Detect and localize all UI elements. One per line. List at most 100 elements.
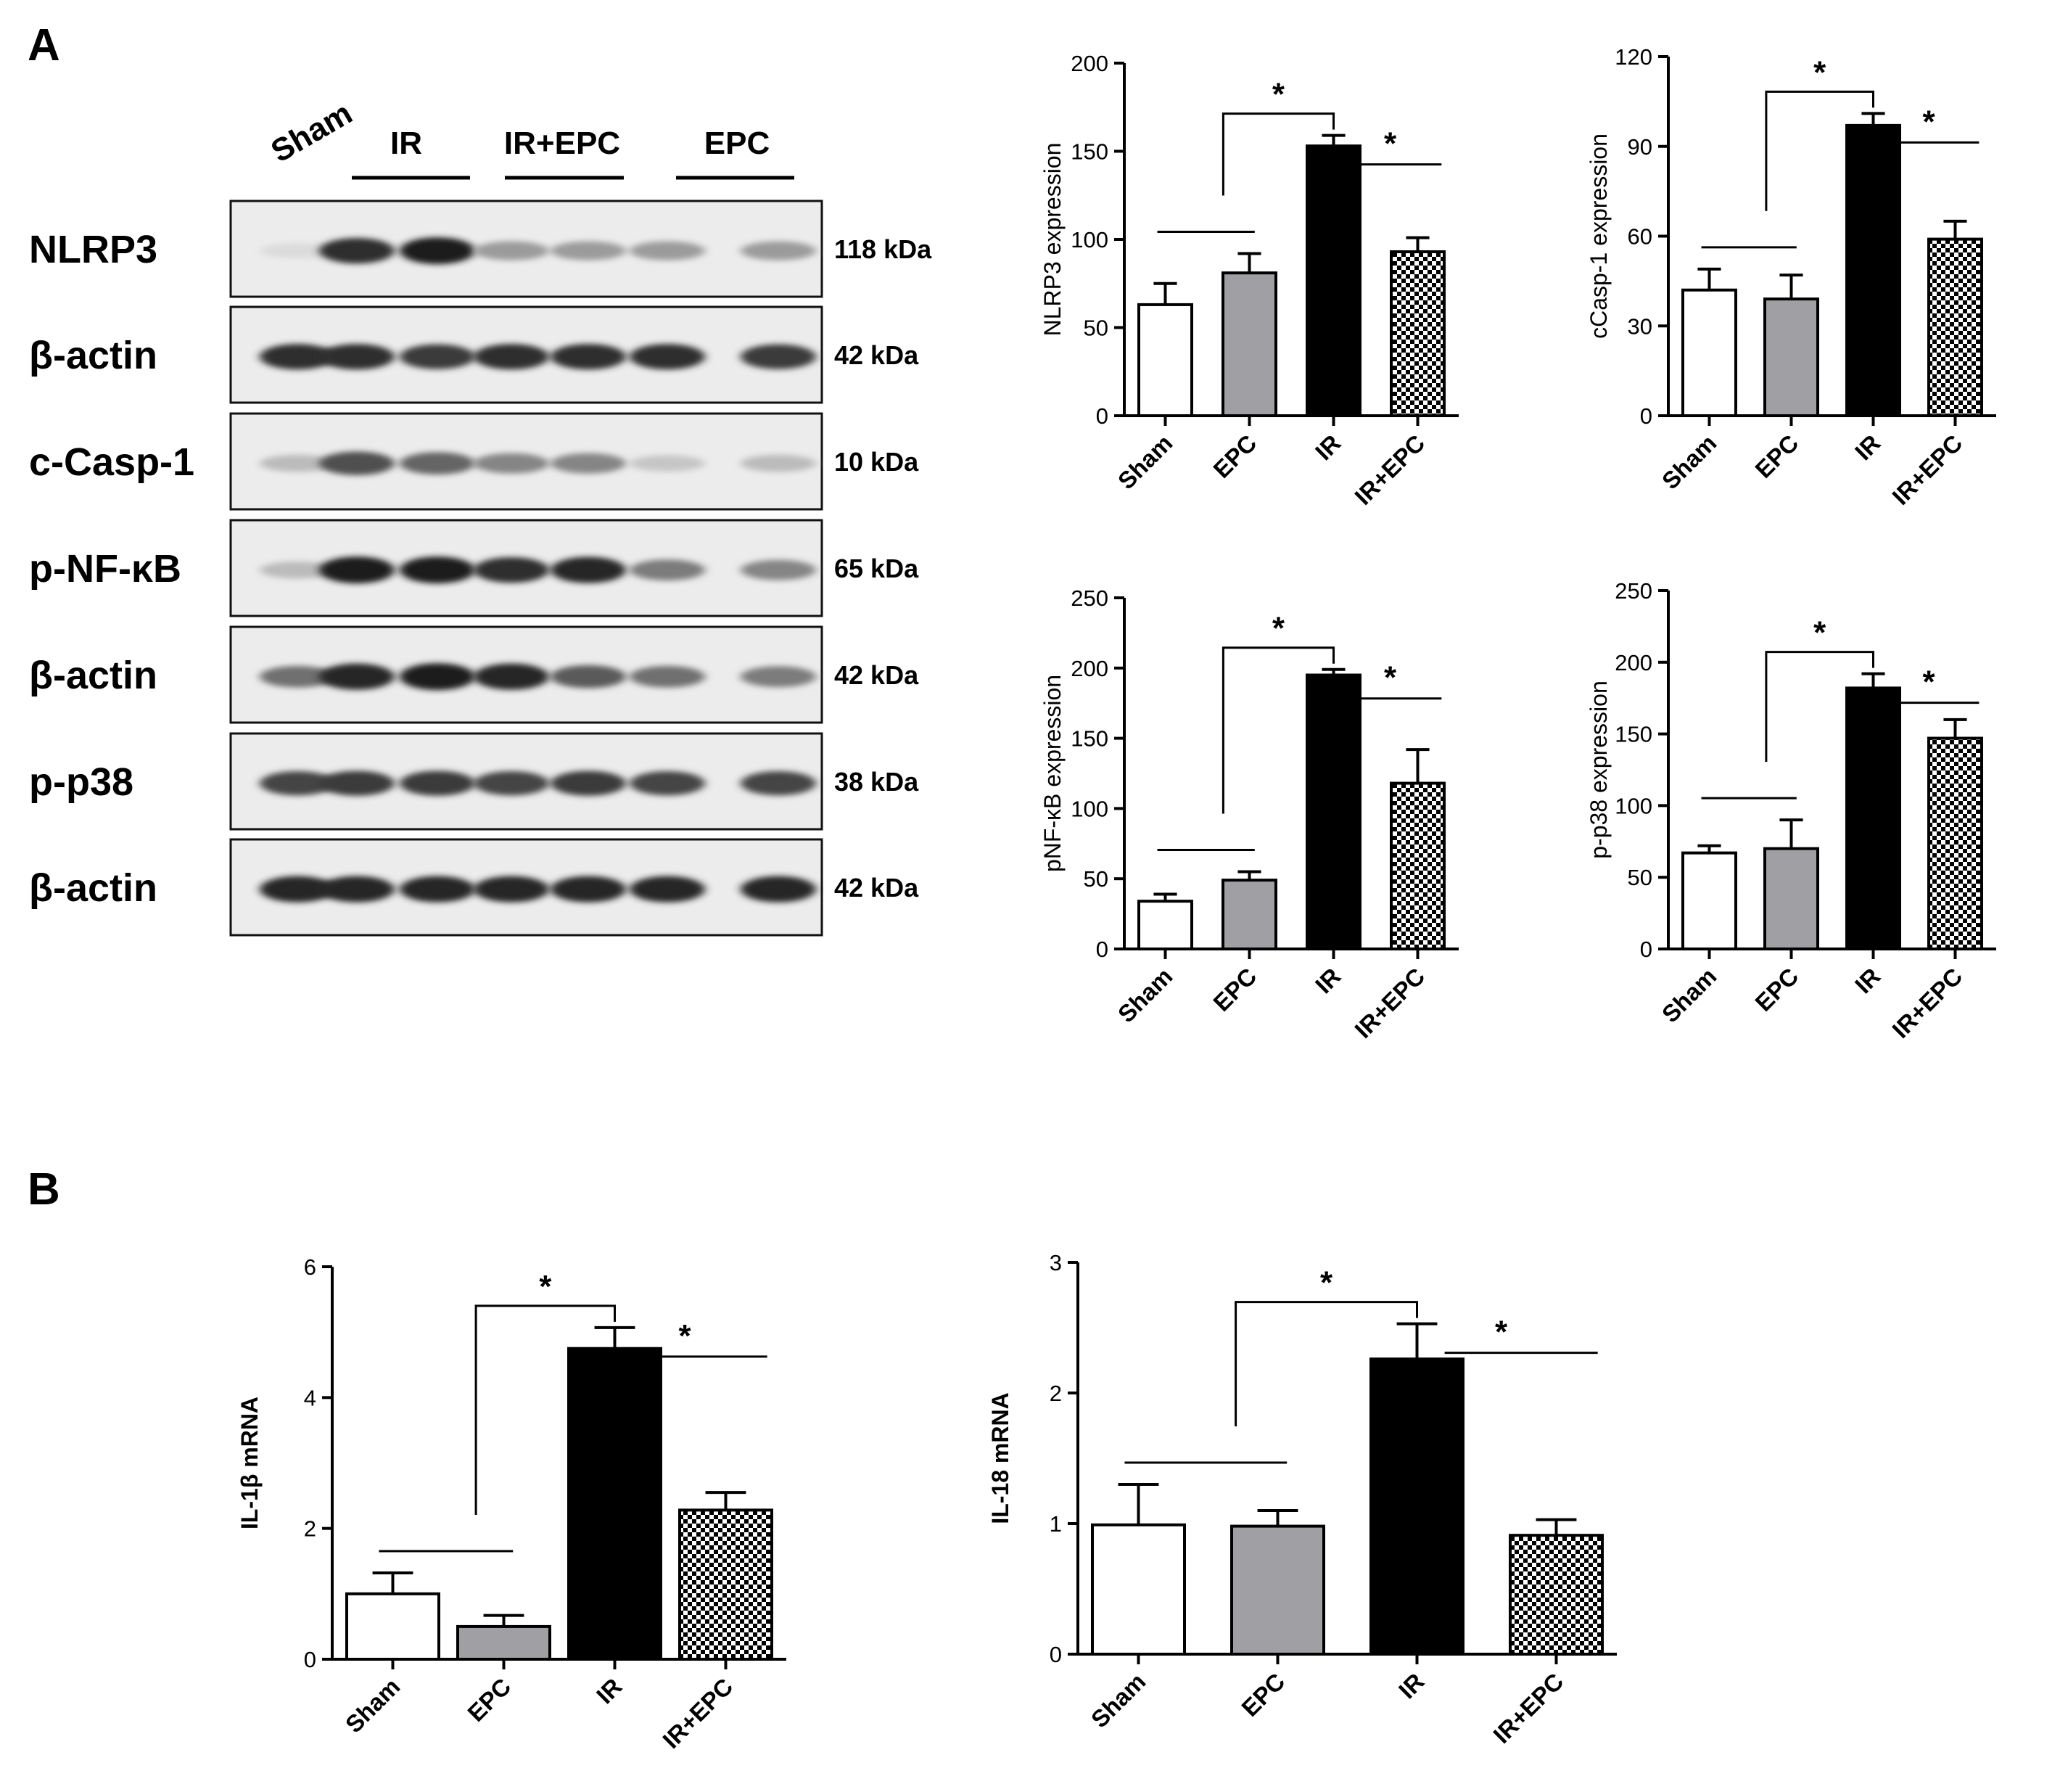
blot-label: NLRP3: [29, 228, 157, 271]
band: [400, 770, 475, 796]
y-tick-label: 150: [1615, 722, 1652, 747]
band: [260, 665, 335, 688]
band: [474, 453, 549, 474]
band: [474, 770, 549, 796]
bar-chart: 0 50 100 150 200 250 p-p38 expression Sham EPC IR…: [1586, 578, 1996, 1043]
band: [741, 241, 816, 260]
category-label: IR: [1310, 429, 1346, 466]
blot-label: β-actin: [29, 334, 157, 377]
kda-label: 38 kDa: [834, 767, 919, 797]
bar-sham: [345, 1592, 440, 1661]
band: [630, 665, 705, 688]
lane-label-sham: Sham: [265, 95, 358, 169]
category-label: EPC: [1750, 429, 1803, 483]
bar-ir: [567, 1347, 662, 1661]
y-tick-label: 120: [1615, 44, 1652, 70]
category-label: IR+EPC: [1887, 963, 1967, 1043]
band: [741, 559, 816, 580]
category-label: IR+EPC: [1349, 429, 1430, 510]
significance-bracket: [1765, 90, 1874, 211]
blot-label: β-actin: [29, 654, 157, 697]
bar-ir: [1845, 686, 1901, 950]
y-tick-label: 3: [1050, 1250, 1062, 1275]
band: [400, 452, 475, 475]
bar-ir-epc: [1927, 237, 1983, 417]
bar-ir-epc: [1927, 736, 1983, 950]
band: [474, 663, 549, 690]
kda-label: 118 kDa: [834, 234, 932, 264]
category-label: Sham: [1657, 429, 1722, 495]
band: [551, 343, 626, 370]
bar-ir: [1845, 123, 1901, 417]
kda-label: 42 kDa: [834, 660, 919, 690]
significance-bracket: [1235, 1301, 1418, 1426]
significance-star: *: [1922, 104, 1935, 139]
y-tick-label: 100: [1071, 796, 1108, 821]
band: [260, 454, 335, 472]
y-tick-label: 1: [1050, 1511, 1062, 1537]
y-tick-label: 2: [1050, 1381, 1062, 1406]
category-label: Sham: [1086, 1668, 1151, 1733]
bar-sham: [1137, 900, 1193, 951]
y-tick-label: 30: [1628, 313, 1652, 339]
y-axis-label: IL-1β mRNA: [236, 1397, 263, 1529]
category-label: EPC: [1208, 429, 1261, 483]
significance-star: *: [1272, 77, 1285, 112]
bar-ir-epc: [1390, 781, 1446, 950]
category-label: IR+EPC: [1349, 963, 1430, 1043]
y-tick-label: 250: [1071, 585, 1108, 611]
significance-bracket: [1222, 646, 1335, 814]
band: [474, 876, 549, 903]
y-tick-label: 4: [304, 1385, 316, 1410]
significance-bracket: [474, 1304, 616, 1515]
y-tick-label: 250: [1615, 578, 1652, 604]
bar-chart: 0 2 4 6 IL-1β mRNA Sham EPC IR IR+EPC * *: [236, 1254, 786, 1754]
kda-label: 10 kDa: [834, 447, 919, 477]
kda-label: 42 kDa: [834, 340, 919, 370]
category-label: EPC: [462, 1673, 516, 1727]
y-tick-label: 6: [304, 1254, 316, 1280]
y-tick-label: 90: [1628, 134, 1652, 160]
significance-bracket: [1222, 112, 1335, 196]
bar-epc: [1230, 1524, 1325, 1656]
significance-star: *: [678, 1318, 691, 1354]
y-tick-label: 50: [1084, 866, 1108, 892]
category-label: Sham: [1113, 429, 1178, 495]
band: [474, 556, 549, 583]
y-tick-label: 60: [1628, 224, 1652, 250]
category-label: EPC: [1750, 963, 1803, 1016]
category-label: Sham: [1657, 963, 1722, 1028]
y-tick-label: 100: [1615, 793, 1652, 818]
band: [630, 559, 705, 581]
band: [551, 453, 626, 474]
category-label: IR: [1850, 963, 1886, 999]
bar-epc: [1222, 271, 1277, 418]
band: [400, 344, 475, 369]
band: [319, 770, 395, 796]
category-label: IR+EPC: [1887, 429, 1967, 510]
category-label: IR: [591, 1673, 627, 1709]
category-label: EPC: [1208, 963, 1261, 1016]
band: [551, 770, 626, 796]
y-axis-label: NLRP3 expression: [1039, 143, 1066, 337]
category-label: EPC: [1236, 1668, 1290, 1722]
bar-ir-epc: [1509, 1534, 1604, 1656]
band: [630, 241, 705, 260]
significance-star: *: [1272, 611, 1285, 646]
panel-a-letter: A: [28, 20, 60, 70]
band: [319, 663, 395, 690]
y-axis-label: cCasp-1 expression: [1586, 133, 1612, 339]
y-tick-label: 50: [1084, 316, 1108, 341]
band: [319, 343, 395, 370]
band: [260, 876, 335, 903]
kda-label: 65 kDa: [834, 554, 919, 583]
panel-b-letter: B: [28, 1164, 60, 1214]
band: [400, 237, 475, 265]
kda-label: 42 kDa: [834, 873, 919, 903]
bar-sham: [1681, 851, 1737, 951]
band: [474, 343, 549, 370]
bar-chart: 0 30 60 90 120 cCasp-1 expression Sham EPC IR IR+…: [1586, 44, 1996, 510]
bar-epc: [456, 1624, 551, 1661]
bar-epc: [1763, 847, 1819, 951]
